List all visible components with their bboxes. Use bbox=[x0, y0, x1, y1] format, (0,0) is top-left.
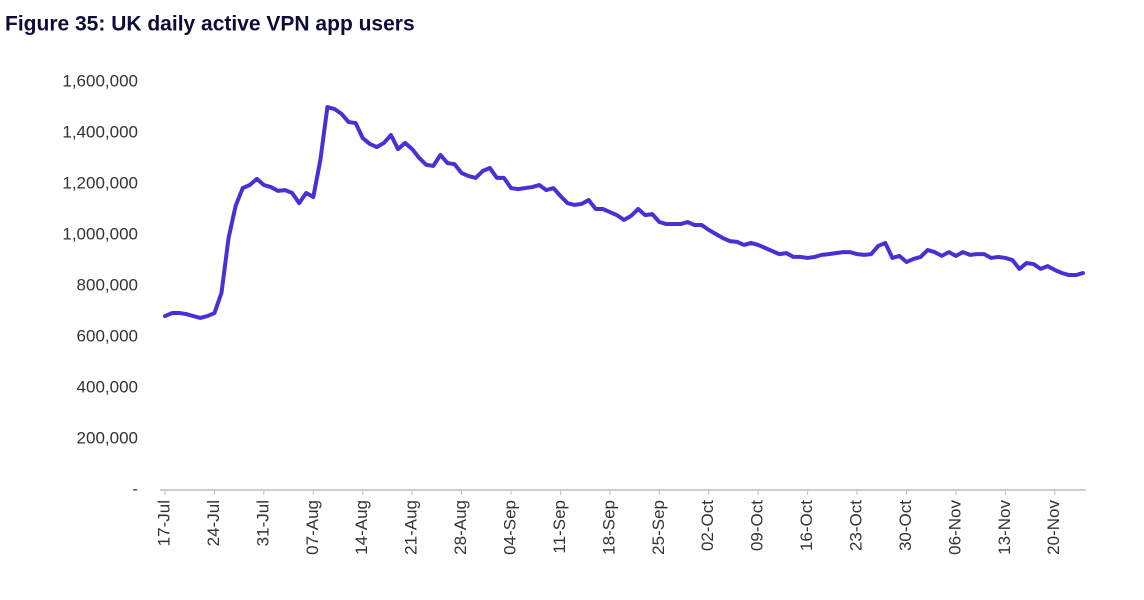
x-tick-label: 02-Oct bbox=[698, 500, 717, 551]
x-tick-label: 24-Jul bbox=[204, 500, 223, 546]
x-tick-label: 20-Nov bbox=[1044, 500, 1063, 555]
x-tick-label: 11-Sep bbox=[550, 500, 569, 554]
y-tick-label: 1,000,000 bbox=[62, 224, 138, 243]
y-tick-label: 1,400,000 bbox=[62, 122, 138, 141]
x-tick-label: 18-Sep bbox=[599, 500, 618, 555]
y-tick-label: 600,000 bbox=[77, 326, 138, 345]
chart-title: Figure 35: UK daily active VPN app users bbox=[5, 13, 415, 36]
y-tick-label: 200,000 bbox=[77, 428, 138, 447]
x-tick-label: 21-Aug bbox=[402, 500, 421, 555]
x-tick-label: 28-Aug bbox=[451, 500, 470, 555]
x-tick-label: 04-Sep bbox=[500, 500, 519, 555]
x-tick-label: 14-Aug bbox=[352, 500, 371, 555]
x-tick-label: 31-Jul bbox=[253, 500, 272, 546]
y-tick-label: 400,000 bbox=[77, 377, 138, 396]
y-tick-label: 800,000 bbox=[77, 275, 138, 294]
x-tick-label: 07-Aug bbox=[303, 500, 322, 555]
data-line bbox=[163, 104, 1085, 320]
y-tick-label: 1,600,000 bbox=[62, 71, 138, 90]
x-tick-label: 25-Sep bbox=[649, 500, 668, 555]
x-tick-label: 06-Nov bbox=[945, 500, 964, 555]
x-tick-label: 17-Jul bbox=[154, 500, 173, 546]
y-tick-label: 1,200,000 bbox=[62, 173, 138, 192]
x-tick-label: 13-Nov bbox=[995, 500, 1014, 555]
x-tick-label: 30-Oct bbox=[896, 500, 915, 551]
x-tick-label: 16-Oct bbox=[797, 500, 816, 551]
x-tick-label: 09-Oct bbox=[748, 500, 767, 551]
x-tick-label: 23-Oct bbox=[847, 500, 866, 551]
y-tick-label: - bbox=[132, 479, 138, 498]
